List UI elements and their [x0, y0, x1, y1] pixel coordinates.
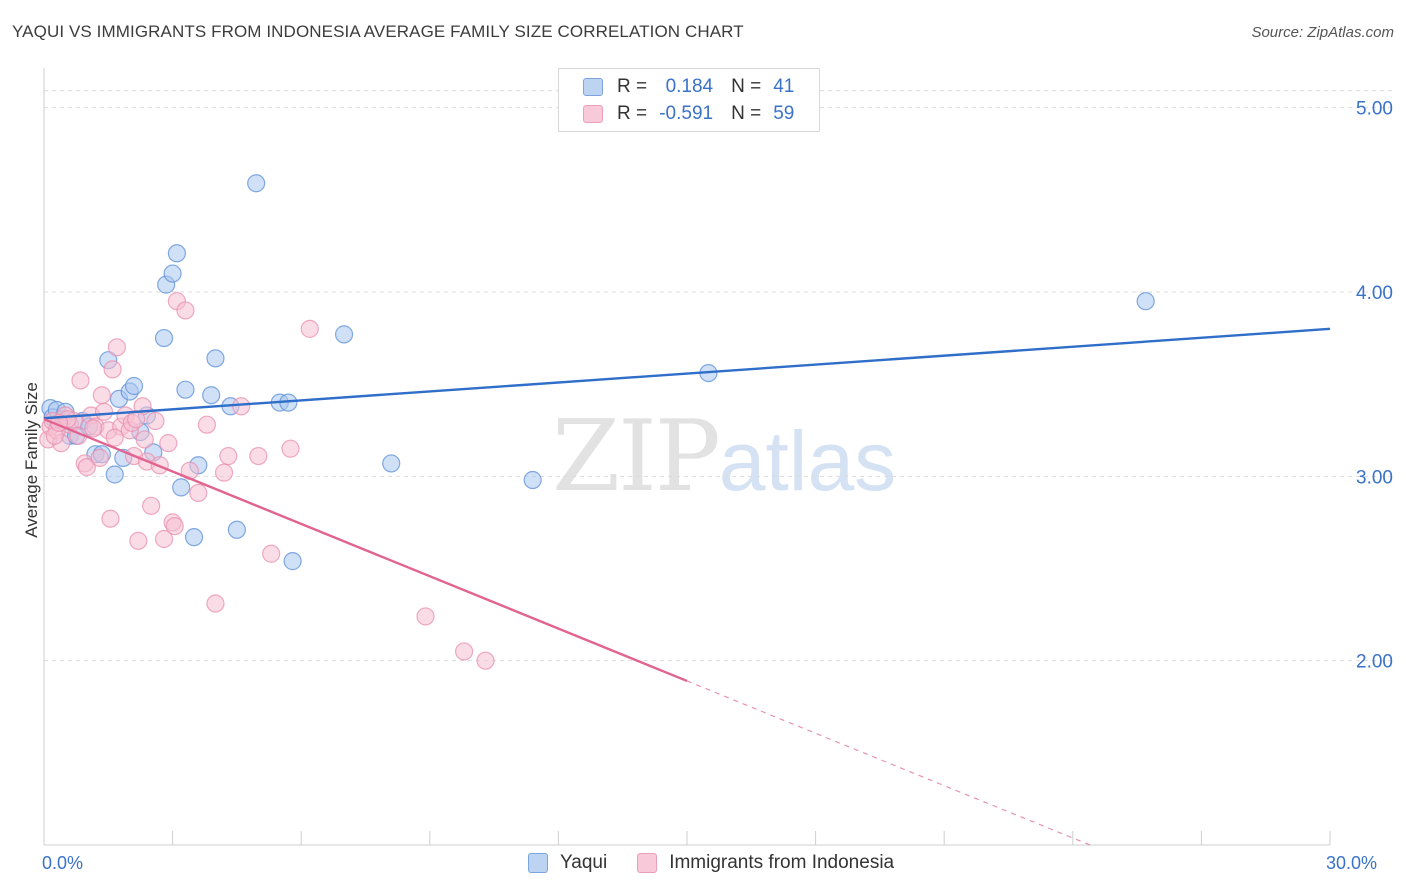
indonesia-point	[135, 430, 154, 449]
legend-n-label: N =	[731, 76, 762, 97]
watermark-atlas: atlas	[718, 414, 897, 508]
indonesia-point	[154, 529, 174, 549]
series-legend-item-indonesia[interactable]: Immigrants from Indonesia	[637, 852, 894, 874]
indonesia-point	[84, 419, 103, 438]
watermark: ZIPatlas	[552, 400, 896, 514]
indonesia-point	[142, 496, 161, 515]
series-swatch-yaqui	[528, 853, 548, 873]
x-tick-label-start: 0.0%	[42, 853, 84, 873]
chart-title: YAQUI VS IMMIGRANTS FROM INDONESIA AVERA…	[12, 22, 744, 41]
yaqui-point	[163, 264, 182, 283]
yaqui-point	[167, 244, 186, 263]
legend-r-value-indonesia: -0.591	[659, 103, 714, 124]
yaqui-point	[206, 349, 225, 368]
yaqui-point	[154, 328, 174, 348]
yaqui-point	[227, 520, 246, 539]
series-swatch-indonesia	[637, 853, 658, 873]
indonesia-point	[71, 371, 90, 390]
indonesia-point	[165, 516, 184, 536]
y-tick-label: 5.00	[1356, 99, 1393, 120]
indonesia-point	[214, 463, 234, 482]
yaqui-point	[172, 478, 191, 497]
yaqui-point	[523, 470, 542, 490]
indonesia-point	[94, 402, 114, 421]
legend-swatch-yaqui	[583, 78, 603, 96]
indonesia-point	[262, 544, 281, 563]
legend-r-label: R =	[617, 76, 648, 97]
legend-row-indonesia: R = -0.591 N = 59	[583, 103, 794, 125]
indonesia-point	[416, 607, 435, 626]
x-tick-label-end: 30.0%	[1326, 853, 1378, 873]
watermark-zip: ZIP	[552, 400, 721, 514]
indonesia-point	[90, 448, 109, 467]
indonesia-point	[176, 301, 195, 320]
y-tick-label: 4.00	[1356, 283, 1393, 304]
indonesia-trend-extension	[686, 680, 1091, 846]
yaqui-point	[105, 465, 124, 484]
y-axis-label: Average Family Size	[22, 382, 41, 538]
legend-row-yaqui: R = 0.184 N = 41	[583, 76, 794, 98]
yaqui-point	[334, 325, 354, 344]
yaqui-point	[184, 528, 204, 547]
indonesia-point	[129, 531, 148, 550]
series-legend-label-yaqui: Yaqui	[560, 852, 608, 873]
indonesia-point	[92, 386, 111, 405]
legend-r-label: R =	[617, 103, 648, 124]
yaqui-point	[283, 552, 302, 571]
series-legend-label-indonesia: Immigrants from Indonesia	[669, 852, 895, 873]
indonesia-point	[189, 483, 208, 503]
indonesia-point	[476, 651, 495, 670]
legend-swatch-indonesia	[583, 105, 603, 123]
y-tick-label: 3.00	[1356, 467, 1393, 488]
indonesia-point	[281, 439, 300, 458]
indonesia-point	[300, 319, 319, 338]
indonesia-point	[103, 360, 122, 379]
legend-n-value-yaqui: 41	[773, 76, 795, 97]
yaqui-point	[382, 454, 401, 473]
yaqui-point	[1136, 292, 1155, 311]
indonesia-point	[146, 411, 165, 431]
yaqui-point	[124, 376, 144, 396]
indonesia-point	[101, 509, 120, 528]
indonesia-point	[197, 415, 216, 434]
indonesia-point	[219, 446, 238, 466]
indonesia-point	[206, 594, 225, 613]
y-tick-label: 2.00	[1356, 652, 1393, 673]
legend-r-value-yaqui: 0.184	[665, 76, 714, 97]
indonesia-point	[77, 458, 96, 477]
indonesia-trend-line	[43, 418, 688, 683]
indonesia-point	[249, 446, 268, 466]
source-label: Source: ZipAtlas.com	[1251, 24, 1394, 41]
yaqui-point	[202, 386, 221, 405]
series-legend-item-yaqui[interactable]: Yaqui	[528, 852, 607, 874]
indonesia-point	[105, 428, 124, 447]
yaqui-trend-line	[43, 327, 1331, 420]
indonesia-point	[159, 434, 178, 453]
series-legend: Yaqui Immigrants from Indonesia	[528, 852, 924, 874]
indonesia-point	[232, 397, 251, 416]
indonesia-point	[454, 642, 474, 661]
legend-n-value-indonesia: 59	[773, 103, 795, 124]
legend-n-label: N =	[731, 103, 762, 124]
indonesia-point	[107, 338, 126, 357]
stats-legend: R = 0.184 N = 41 R = -0.591 N = 59	[558, 68, 820, 132]
yaqui-point	[176, 380, 195, 399]
yaqui-point	[247, 174, 266, 193]
